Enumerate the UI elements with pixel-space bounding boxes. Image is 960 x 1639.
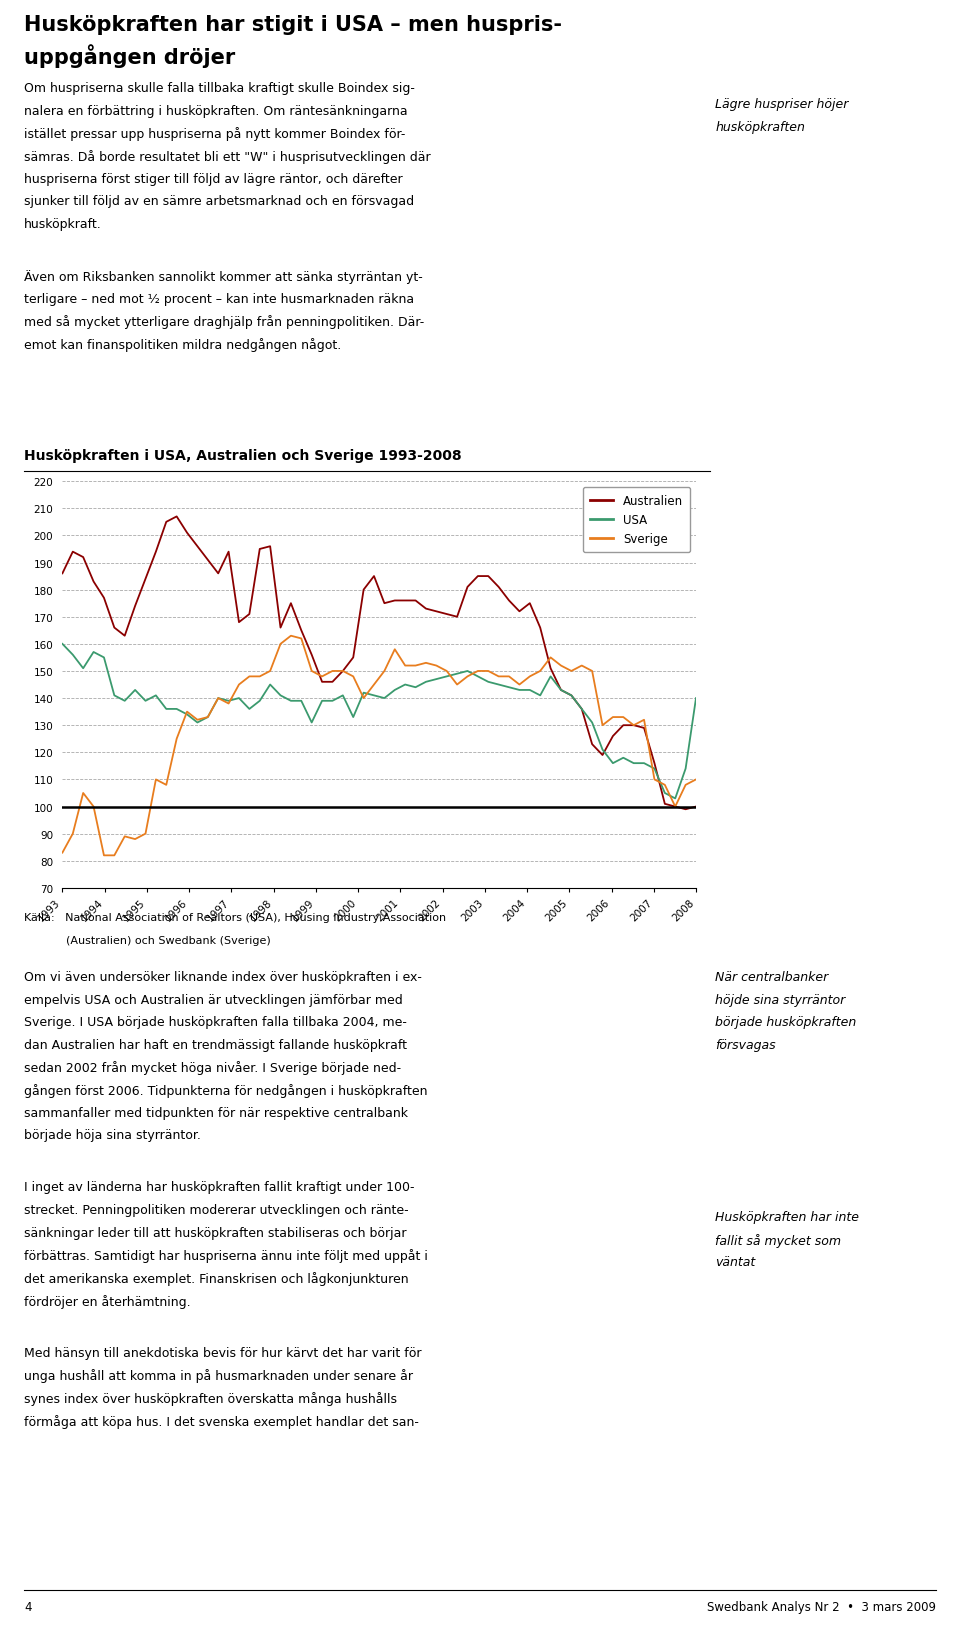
Text: började höja sina styrräntor.: började höja sina styrräntor. [24,1129,201,1142]
Text: Även om Riksbanken sannolikt kommer att sänka styrräntan yt-: Även om Riksbanken sannolikt kommer att … [24,270,422,284]
Text: unga hushåll att komma in på husmarknaden under senare år: unga hushåll att komma in på husmarknade… [24,1369,413,1383]
Text: synes index över husköpkraften överskatta många hushålls: synes index över husköpkraften överskatt… [24,1392,397,1405]
Text: Swedbank Analys Nr 2  •  3 mars 2009: Swedbank Analys Nr 2 • 3 mars 2009 [707,1600,936,1613]
Text: höjde sina styrräntor: höjde sina styrräntor [715,993,846,1006]
Text: Sverige. I USA började husköpkraften falla tillbaka 2004, me-: Sverige. I USA började husköpkraften fal… [24,1016,407,1029]
Text: sämras. Då borde resultatet bli ett "W" i husprisutvecklingen där: sämras. Då borde resultatet bli ett "W" … [24,149,431,164]
Text: husköpkraften: husköpkraften [715,121,805,134]
Text: 4: 4 [24,1600,32,1613]
Text: uppgången dröjer: uppgången dröjer [24,44,235,69]
Text: nalera en förbättring i husköpkraften. Om räntesänkningarna: nalera en förbättring i husköpkraften. O… [24,105,408,118]
Text: sedan 2002 från mycket höga nivåer. I Sverige började ned-: sedan 2002 från mycket höga nivåer. I Sv… [24,1060,401,1075]
Text: terligare – ned mot ½ procent – kan inte husmarknaden räkna: terligare – ned mot ½ procent – kan inte… [24,292,414,305]
Text: Lägre huspriser höjer: Lägre huspriser höjer [715,98,849,111]
Text: Källa:   National Association of Realtors (USA), Housing Industry Association: Källa: National Association of Realtors … [24,913,446,923]
Text: husköpkraft.: husköpkraft. [24,218,102,231]
Text: fördröjer en återhämtning.: fördröjer en återhämtning. [24,1293,191,1308]
Legend: Australien, USA, Sverige: Australien, USA, Sverige [583,488,690,552]
Text: sänkningar leder till att husköpkraften stabiliseras och börjar: sänkningar leder till att husköpkraften … [24,1226,406,1239]
Text: sammanfaller med tidpunkten för när respektive centralbank: sammanfaller med tidpunkten för när resp… [24,1106,408,1119]
Text: empelvis USA och Australien är utvecklingen jämförbar med: empelvis USA och Australien är utvecklin… [24,993,403,1006]
Text: (Australien) och Swedbank (Sverige): (Australien) och Swedbank (Sverige) [24,936,271,946]
Text: strecket. Penningpolitiken modererar utvecklingen och ränte-: strecket. Penningpolitiken modererar utv… [24,1203,409,1216]
Text: Husköpkraften har stigit i USA – men huspris-: Husköpkraften har stigit i USA – men hus… [24,15,562,34]
Text: förbättras. Samtidigt har huspriserna ännu inte följt med uppåt i: förbättras. Samtidigt har huspriserna än… [24,1249,428,1262]
Text: emot kan finanspolitiken mildra nedgången något.: emot kan finanspolitiken mildra nedgånge… [24,338,341,352]
Text: dan Australien har haft en trendmässigt fallande husköpkraft: dan Australien har haft en trendmässigt … [24,1037,407,1051]
Text: sjunker till följd av en sämre arbetsmarknad och en försvagad: sjunker till följd av en sämre arbetsmar… [24,195,414,208]
Text: Om vi även undersöker liknande index över husköpkraften i ex-: Om vi även undersöker liknande index öve… [24,970,421,983]
Text: Husköpkraften i USA, Australien och Sverige 1993-2008: Husköpkraften i USA, Australien och Sver… [24,449,462,464]
Text: huspriserna först stiger till följd av lägre räntor, och därefter: huspriserna först stiger till följd av l… [24,172,402,185]
Text: försvagas: försvagas [715,1037,776,1051]
Text: väntat: väntat [715,1255,756,1269]
Text: Med hänsyn till anekdotiska bevis för hur kärvt det har varit för: Med hänsyn till anekdotiska bevis för hu… [24,1346,421,1359]
Text: det amerikanska exemplet. Finanskrisen och lågkonjunkturen: det amerikanska exemplet. Finanskrisen o… [24,1272,409,1285]
Text: Husköpkraften har inte: Husköpkraften har inte [715,1210,859,1223]
Text: fallit så mycket som: fallit så mycket som [715,1233,841,1247]
Text: gången först 2006. Tidpunkterna för nedgången i husköpkraften: gången först 2006. Tidpunkterna för nedg… [24,1083,427,1098]
Text: I inget av länderna har husköpkraften fallit kraftigt under 100-: I inget av länderna har husköpkraften fa… [24,1180,415,1193]
Text: förmåga att köpa hus. I det svenska exemplet handlar det san-: förmåga att köpa hus. I det svenska exem… [24,1414,419,1428]
Text: När centralbanker: När centralbanker [715,970,828,983]
Text: med så mycket ytterligare draghjälp från penningpolitiken. Där-: med så mycket ytterligare draghjälp från… [24,315,424,329]
Text: istället pressar upp huspriserna på nytt kommer Boindex för-: istället pressar upp huspriserna på nytt… [24,128,405,141]
Text: Om huspriserna skulle falla tillbaka kraftigt skulle Boindex sig-: Om huspriserna skulle falla tillbaka kra… [24,82,415,95]
Text: började husköpkraften: började husköpkraften [715,1016,856,1029]
